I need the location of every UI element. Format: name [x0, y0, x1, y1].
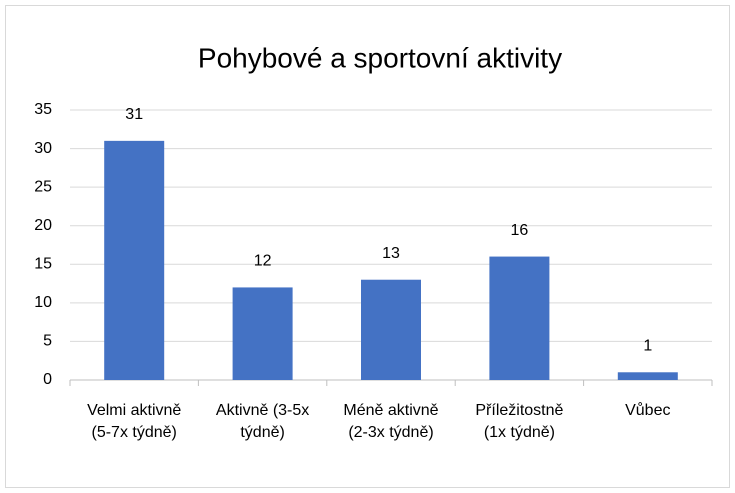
data-label: 1	[643, 338, 652, 355]
x-tick-label: Vůbec	[625, 401, 670, 419]
y-tick-label: 10	[34, 294, 52, 311]
bar	[617, 372, 678, 380]
y-tick-label: 15	[34, 256, 52, 273]
bar	[489, 256, 550, 380]
bar	[104, 140, 165, 380]
y-tick-label: 0	[43, 371, 52, 388]
y-tick-label: 25	[34, 178, 52, 195]
x-tick-label: Aktivně (3-5x týdně)	[216, 402, 309, 441]
x-tick-label: Velmi aktivně (5-7x týdně)	[87, 402, 181, 441]
y-tick-label: 5	[43, 333, 52, 350]
data-label: 16	[511, 222, 529, 239]
chart-title: Pohybové a sportovní aktivity	[198, 42, 562, 73]
y-tick-label: 20	[34, 217, 52, 234]
data-label: 13	[382, 245, 400, 262]
data-label: 31	[125, 106, 143, 123]
x-tick-label: Méně aktivně (2-3x týdně)	[343, 402, 438, 441]
bar	[361, 279, 421, 380]
y-tick-label: 30	[34, 140, 52, 157]
y-tick-label: 35	[34, 101, 52, 118]
data-label: 12	[254, 253, 272, 270]
bar	[232, 287, 293, 380]
x-tick-label: Příležitostně (1x týdně)	[475, 402, 563, 441]
